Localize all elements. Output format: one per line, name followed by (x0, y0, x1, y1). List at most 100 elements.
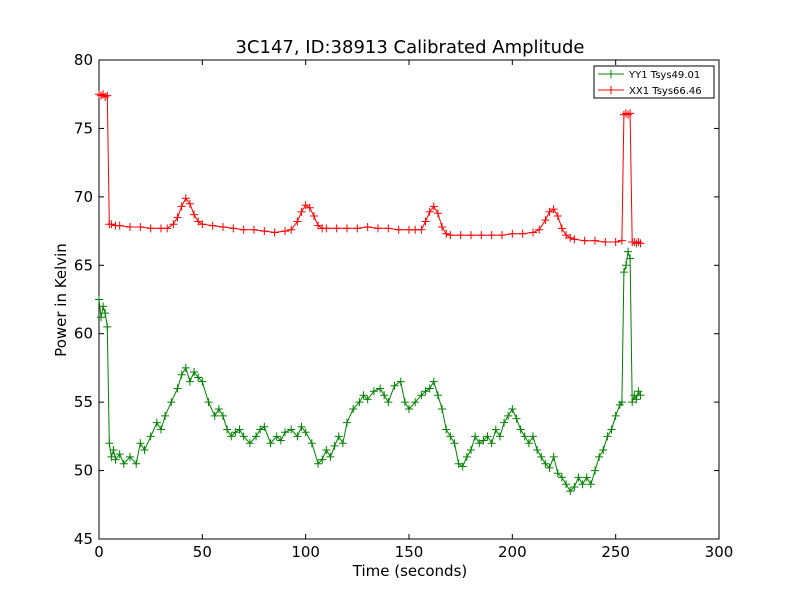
x-tick-label: 300 (705, 543, 734, 561)
data-point (287, 225, 296, 234)
data-point (458, 462, 467, 471)
data-point (411, 398, 420, 407)
data-point (634, 238, 643, 247)
data-point (185, 377, 194, 386)
x-tick-label: 250 (601, 543, 630, 561)
y-tick-label: 45 (74, 530, 93, 548)
data-point (140, 446, 149, 455)
data-point (223, 425, 232, 434)
series-layer (95, 90, 645, 496)
data-point (181, 363, 190, 372)
y-axis-label: Power in Kelvin (52, 243, 70, 357)
data-point (301, 428, 310, 437)
x-axis-label: Time (seconds) (352, 562, 468, 580)
data-point (396, 377, 405, 386)
data-point (260, 422, 269, 431)
data-point (429, 377, 438, 386)
data-point (516, 425, 525, 434)
legend-box (593, 65, 715, 99)
data-point (250, 225, 258, 234)
data-point (417, 225, 426, 234)
data-point (636, 391, 645, 400)
data-point (126, 452, 134, 461)
data-point (446, 231, 455, 240)
data-point (103, 91, 112, 100)
data-point (394, 225, 403, 234)
x-tick-label: 200 (498, 543, 527, 561)
data-point (99, 302, 108, 311)
data-point (626, 254, 635, 263)
y-tick-label: 50 (74, 462, 93, 480)
data-point (390, 381, 399, 390)
data-point (578, 480, 587, 489)
data-point (524, 439, 533, 448)
data-point (332, 224, 341, 233)
data-point (380, 391, 389, 400)
data-point (214, 404, 223, 413)
data-point (181, 194, 190, 203)
data-point (537, 452, 546, 461)
data-point (227, 432, 236, 441)
data-point (363, 395, 372, 404)
data-point (438, 222, 447, 231)
data-point (297, 422, 306, 431)
data-point (483, 432, 492, 441)
data-point (582, 473, 591, 482)
data-point (429, 202, 438, 211)
data-point (545, 463, 554, 472)
data-point (622, 261, 630, 270)
data-point (433, 391, 442, 400)
data-point (301, 201, 310, 210)
data-point (219, 411, 227, 420)
data-point (105, 439, 114, 448)
data-point (566, 487, 575, 496)
data-point (467, 446, 475, 455)
data-point (343, 224, 351, 233)
data-point (272, 432, 281, 441)
data-point (601, 238, 610, 247)
data-point (369, 387, 378, 396)
data-point (557, 224, 566, 233)
data-point (219, 222, 227, 231)
data-point (330, 441, 339, 450)
data-point (624, 247, 633, 256)
data-point (318, 455, 327, 464)
data-point (235, 425, 244, 434)
data-point (169, 220, 178, 229)
data-point (632, 395, 641, 404)
data-point (359, 391, 368, 400)
data-point (405, 404, 413, 413)
data-point (562, 480, 571, 489)
data-point (562, 231, 571, 240)
data-point (454, 459, 463, 468)
series-markers-0 (95, 247, 645, 496)
data-point (305, 203, 314, 212)
data-point (626, 109, 635, 118)
y-tick-label: 65 (74, 256, 93, 274)
data-point (177, 202, 186, 211)
data-point (374, 224, 382, 233)
data-point (508, 229, 517, 238)
data-point (173, 213, 182, 222)
y-tick-label: 75 (74, 119, 93, 137)
legend: YY1 Tsys49.01 XX1 Tsys66.46 (593, 65, 715, 99)
data-point (194, 373, 203, 382)
data-point (508, 404, 517, 413)
data-point (245, 439, 254, 448)
data-point (326, 452, 335, 461)
data-point (479, 436, 488, 445)
data-point (487, 231, 496, 240)
data-point (491, 425, 500, 434)
series-markers-1 (95, 90, 645, 248)
data-point (276, 436, 285, 445)
data-point (591, 236, 599, 245)
data-point (438, 404, 447, 413)
data-point (101, 92, 110, 101)
plot-area-frame (98, 59, 720, 540)
data-point (376, 384, 385, 393)
data-point (557, 473, 566, 482)
data-point (611, 411, 620, 420)
data-point (617, 398, 626, 407)
data-point (260, 227, 269, 236)
